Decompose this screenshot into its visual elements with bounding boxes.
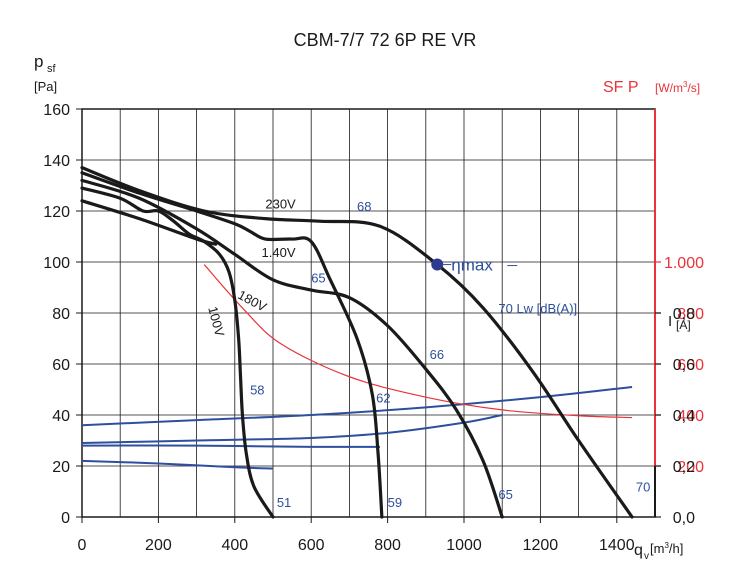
sound-level-label: 65	[498, 487, 512, 502]
y-left-label-sub: sf	[47, 63, 57, 75]
pressure-curve-100V	[80, 186, 275, 519]
pressure-curve-180V	[80, 178, 504, 519]
x-tick-label: 400	[221, 537, 248, 554]
sound-level-label: 68	[357, 199, 371, 214]
x-tick-label: 1200	[523, 537, 559, 554]
y-left-unit: [Pa]	[34, 79, 57, 94]
x-unit: [m3/h]	[650, 541, 683, 556]
y-left-tick-label: 60	[52, 357, 70, 374]
x-tick-label: 200	[145, 537, 172, 554]
y-right-sfp-title: SF P [W/m3/s]	[603, 79, 700, 96]
current-tick-label: 0,8	[673, 306, 695, 323]
x-unit-prefix: [m	[650, 541, 664, 556]
x-unit-suffix: /h]	[669, 541, 683, 556]
annotations: ηmax 68 65 70 Lw [dB(A)] 66 62 58 70 65 59 51 230V 1…	[205, 196, 650, 509]
sfp-curve	[203, 264, 633, 419]
x-tick-label: 800	[374, 537, 401, 554]
y-left-tick-label: 0	[61, 510, 70, 527]
sound-level-label: 58	[250, 383, 264, 398]
pressure-curve-base	[80, 199, 218, 246]
chart-title: CBM-7/7 72 6P RE VR	[294, 30, 477, 50]
current-tick-label: 0,2	[673, 459, 695, 476]
sfp-tick-label: 400	[677, 408, 704, 425]
sound-level-label: 70 Lw [dB(A)]	[498, 301, 577, 316]
x-tick-label: 600	[298, 537, 325, 554]
current-tick-label: 0,4	[673, 408, 695, 425]
x-tick-label: 0	[78, 537, 87, 554]
sfp-label: SF P	[603, 79, 639, 96]
sound-level-label: 70	[636, 480, 650, 495]
sfp-unit-prefix: [W/m	[655, 81, 683, 95]
sound-level-label: 62	[376, 390, 390, 405]
x-axis-title: q v [m3/h]	[634, 541, 683, 562]
y-left-tick-label: 140	[43, 153, 70, 170]
sfp-unit-sup: 3	[683, 80, 688, 89]
sfp-unit: [W/m3/s]	[655, 80, 700, 95]
y-right-current-title: I [A]	[668, 313, 691, 332]
current-tick-label: 0,6	[673, 357, 695, 374]
y-left-tick-label: 80	[52, 306, 70, 323]
eta-max-marker	[431, 258, 444, 271]
x-unit-sup: 3	[664, 541, 669, 550]
voltage-label: 1.40V	[262, 245, 296, 260]
sfp-tick-label: 600	[677, 357, 704, 374]
sfp-tick-label: 800	[677, 306, 704, 323]
current-curve-140V	[81, 444, 380, 448]
y-left-tick-label: 40	[52, 408, 70, 425]
eta-max-label: ηmax	[451, 256, 493, 275]
current-unit: [A]	[676, 318, 691, 332]
series	[80, 166, 634, 519]
sfp-tick-label: 1.000	[664, 255, 704, 272]
voltage-label: 230V	[265, 196, 296, 211]
voltage-label: 180V	[235, 287, 269, 315]
sound-level-label: 66	[430, 347, 444, 362]
sound-level-label: 59	[388, 495, 402, 510]
x-label-sub: v	[644, 551, 649, 562]
sfp-unit-suffix: /s]	[687, 81, 700, 95]
y-left-tick-label: 20	[52, 459, 70, 476]
ticks: 0 20 40 60 80 100 120 140 160 0 200 400 600 800 1000 12…	[43, 102, 704, 554]
current-label: I	[668, 313, 672, 330]
sound-level-label: 51	[277, 495, 291, 510]
voltage-label: 100V	[205, 305, 227, 339]
sound-level-label: 65	[311, 270, 325, 285]
x-label-main: q	[634, 542, 643, 559]
current-curve-180V	[81, 414, 503, 445]
current-tick-label: 0,0	[673, 510, 695, 527]
current-curve-230V	[81, 385, 633, 427]
sfp-tick-label: 200	[677, 459, 704, 476]
x-tick-label: 1000	[446, 537, 482, 554]
y-left-label-main: p	[34, 52, 43, 71]
grid	[81, 108, 656, 518]
x-tick-label: 1400	[599, 537, 635, 554]
y-left-tick-label: 100	[43, 255, 70, 272]
current-curve-100V	[81, 459, 274, 470]
y-left-tick-label: 120	[43, 204, 70, 221]
y-left-axis-title: p sf [Pa]	[34, 52, 57, 94]
pressure-curve-140V	[80, 171, 384, 519]
y-left-tick-label: 160	[43, 102, 70, 119]
